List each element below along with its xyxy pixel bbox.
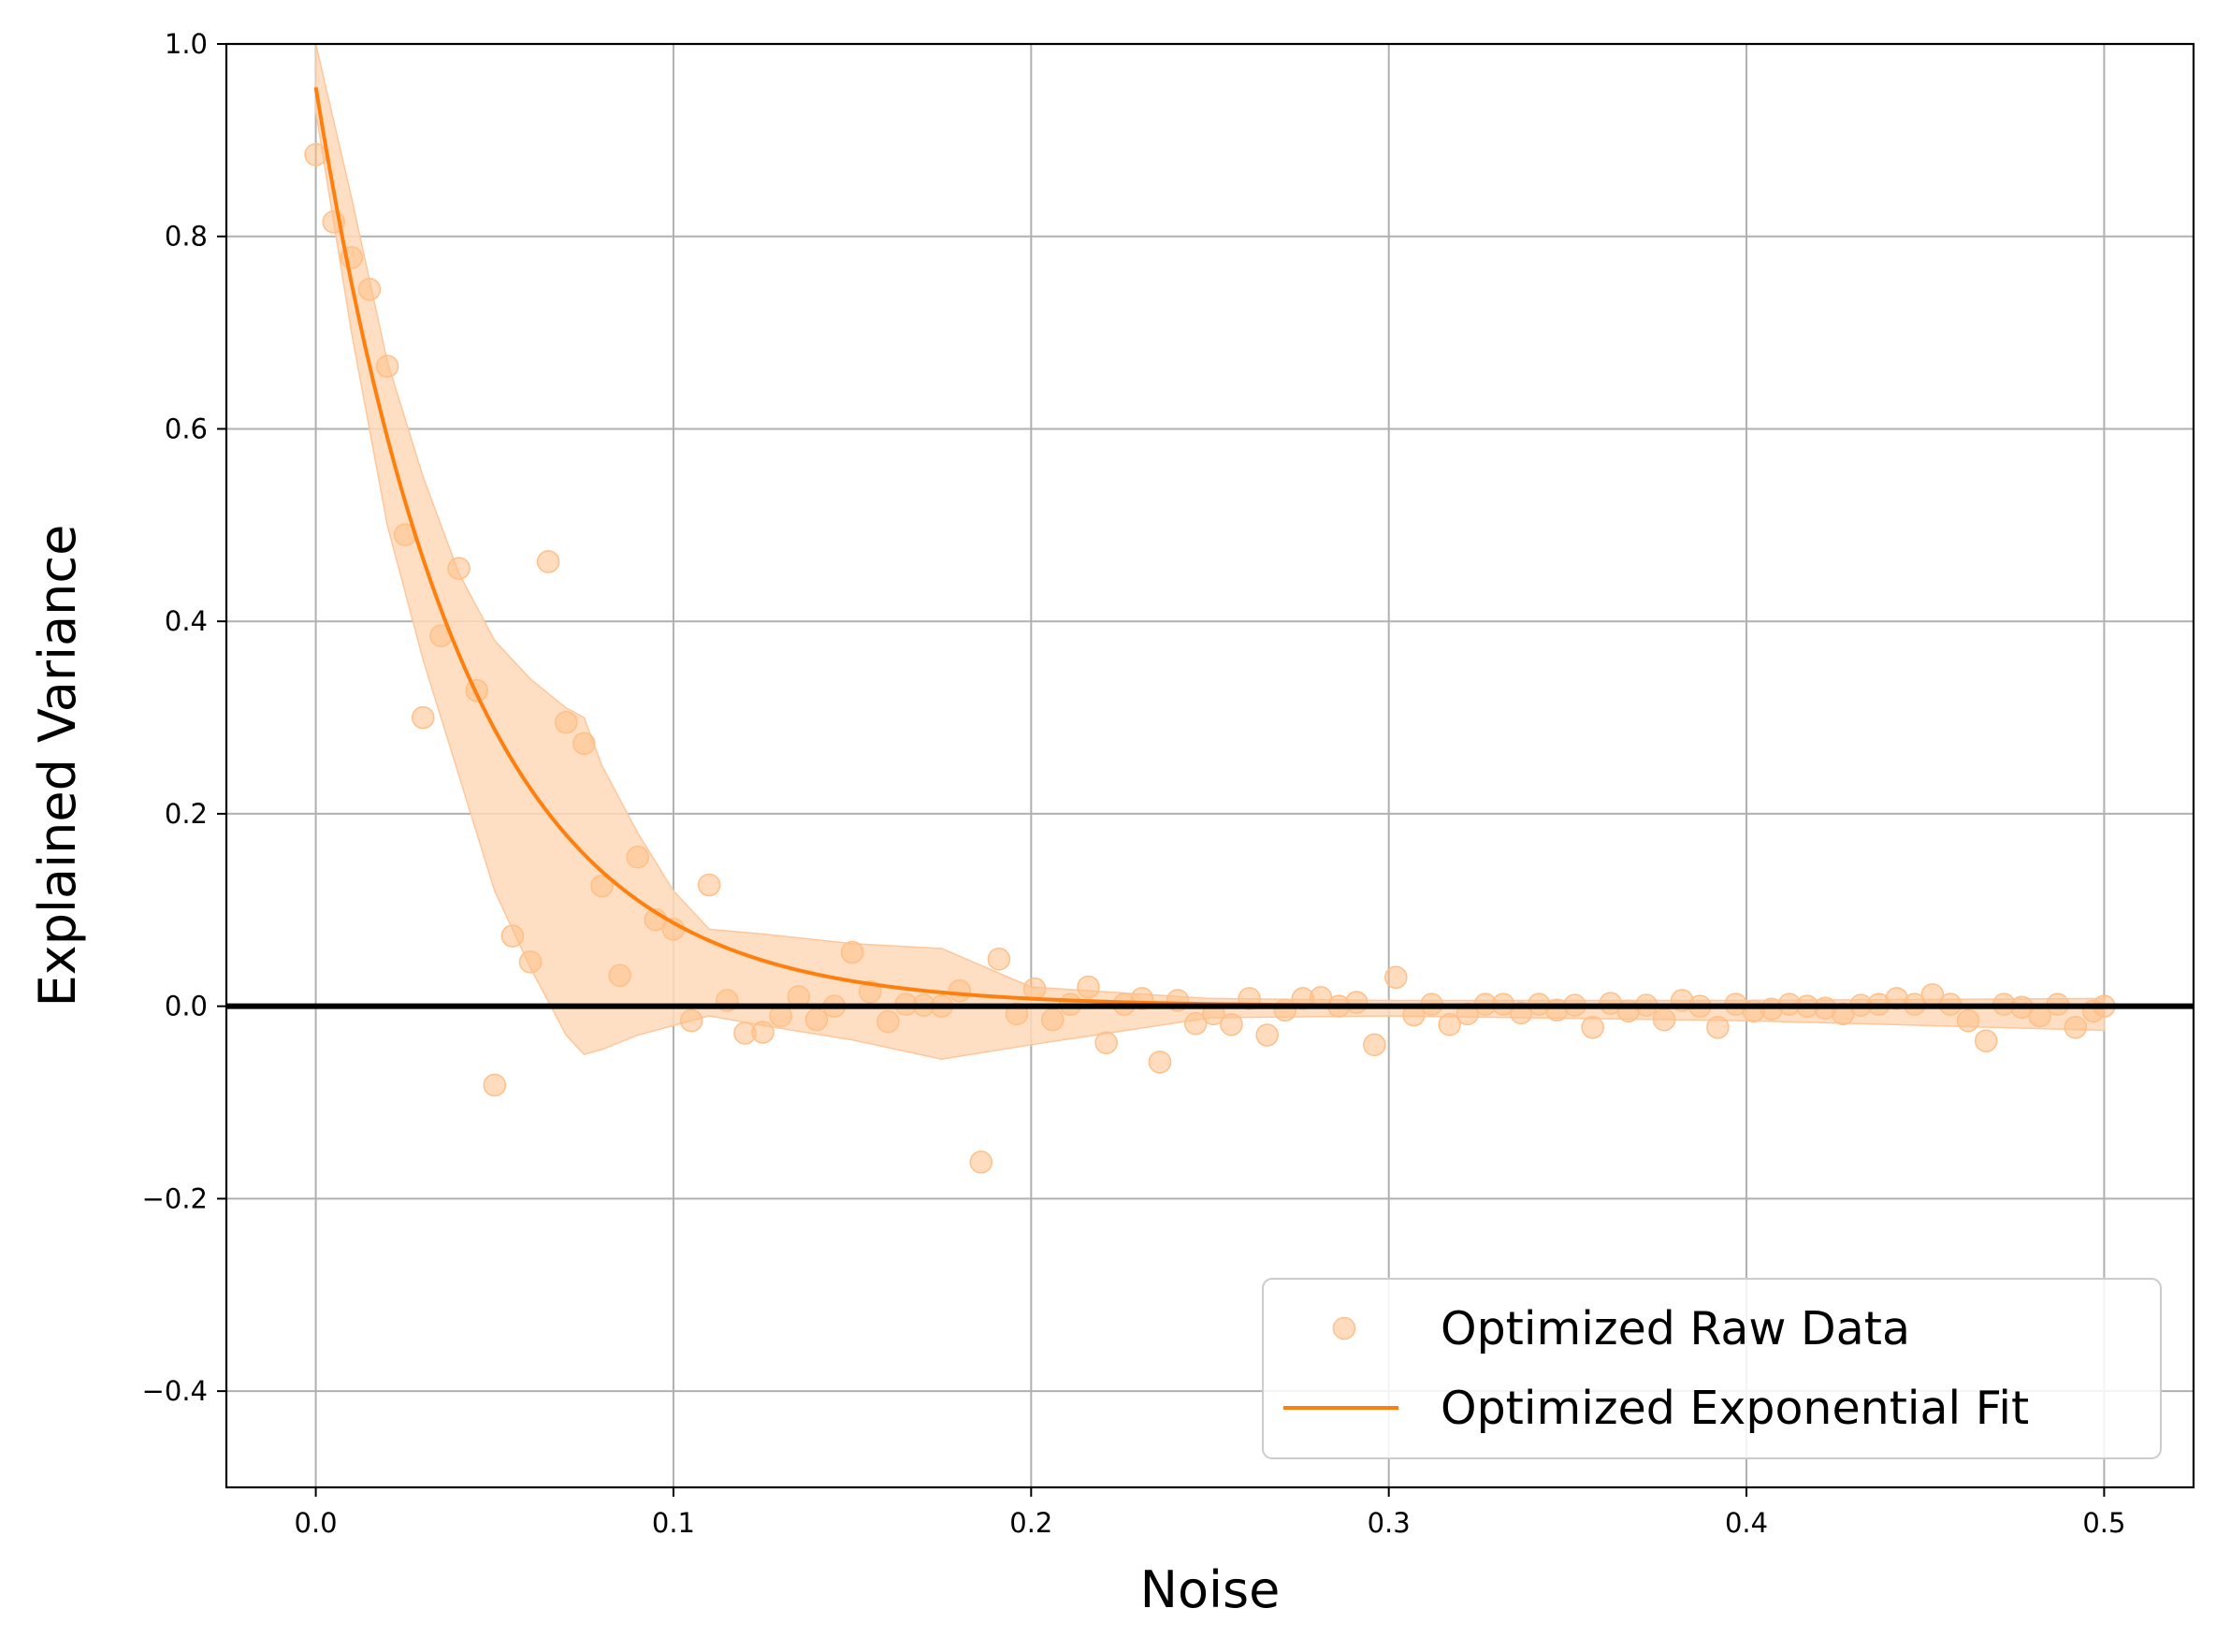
legend-label-exponential-fit: Optimized Exponential Fit <box>1441 1382 2029 1435</box>
legend-box <box>1262 1278 2162 1459</box>
raw-data-point <box>1077 975 1100 999</box>
raw-data-point <box>518 950 543 974</box>
raw-data-point <box>1384 965 1408 990</box>
raw-data-point <box>1652 1007 1676 1032</box>
y-tick-label: 0.4 <box>165 605 208 637</box>
raw-data-point <box>483 1073 507 1097</box>
x-tick-label: 0.5 <box>2082 1507 2125 1539</box>
y-axis-title: Explained Variance <box>28 525 87 1007</box>
confidence-band <box>314 43 2106 1061</box>
raw-data-point <box>572 732 596 756</box>
y-tick-label: −0.2 <box>142 1182 208 1214</box>
raw-data-point <box>876 1009 900 1034</box>
raw-data-point <box>626 845 649 869</box>
raw-data-point <box>1094 1031 1118 1055</box>
y-tick-label: 1.0 <box>165 28 208 60</box>
legend: Optimized Raw Data Optimized Exponential… <box>1262 1278 2162 1459</box>
raw-data-point <box>590 874 614 898</box>
raw-data-point <box>554 710 578 734</box>
x-tick-label: 0.4 <box>1725 1507 1768 1539</box>
x-tick-label: 0.3 <box>1368 1507 1411 1539</box>
raw-data-point <box>804 1007 829 1032</box>
raw-data-point <box>1581 1016 1604 1039</box>
raw-data-point <box>608 964 631 987</box>
raw-data-point <box>447 557 471 580</box>
legend-marker-raw-data <box>1332 1316 1356 1340</box>
raw-data-point <box>697 873 721 897</box>
raw-data-point <box>500 924 525 948</box>
raw-data-point <box>375 355 399 378</box>
x-tick-label: 0.2 <box>1009 1507 1052 1539</box>
x-tick-label: 0.0 <box>295 1507 338 1539</box>
raw-data-point <box>1041 1007 1065 1032</box>
y-tick-label: −0.4 <box>142 1375 208 1407</box>
raw-data-point <box>751 1021 775 1044</box>
x-axis-title: Noise <box>1140 1560 1281 1619</box>
y-tick-label: 0.0 <box>165 991 208 1022</box>
raw-data-point <box>1220 1012 1243 1036</box>
raw-data-point <box>948 978 972 1003</box>
raw-data-point <box>1148 1051 1172 1074</box>
axis-ticks: 0.0 0.1 0.2 0.3 0.4 0.5 −0.4 −0.2 0.0 0.2 0.4 0.6 0.… <box>142 28 2126 1539</box>
raw-data-point <box>840 940 864 964</box>
raw-data-point <box>536 550 560 573</box>
plot-frame <box>224 42 2195 1489</box>
raw-data-point <box>1363 1033 1386 1057</box>
y-tick-label: 0.2 <box>165 798 208 830</box>
raw-data-point <box>357 278 382 301</box>
raw-data-point <box>1956 1008 1980 1033</box>
raw-data-point <box>969 1151 993 1174</box>
x-tick-label: 0.1 <box>652 1507 695 1539</box>
confidence-band-layer <box>314 43 2106 1061</box>
y-tick-label: 0.8 <box>165 221 208 253</box>
raw-data-point <box>304 143 327 167</box>
raw-data-point <box>1022 977 1047 1001</box>
raw-data-point <box>1255 1023 1279 1047</box>
raw-data-point <box>1345 991 1369 1014</box>
y-tick-label: 0.6 <box>165 413 208 444</box>
raw-data-point <box>1706 1016 1730 1039</box>
raw-data-point <box>987 948 1011 971</box>
raw-data-point <box>1438 1012 1461 1036</box>
raw-data-point <box>1183 1011 1208 1036</box>
legend-label-raw-data: Optimized Raw Data <box>1441 1302 1910 1355</box>
raw-data-point <box>412 705 435 730</box>
raw-data-point <box>2064 1016 2088 1039</box>
raw-data-point <box>1974 1029 1998 1052</box>
raw-data-point <box>679 1008 703 1033</box>
